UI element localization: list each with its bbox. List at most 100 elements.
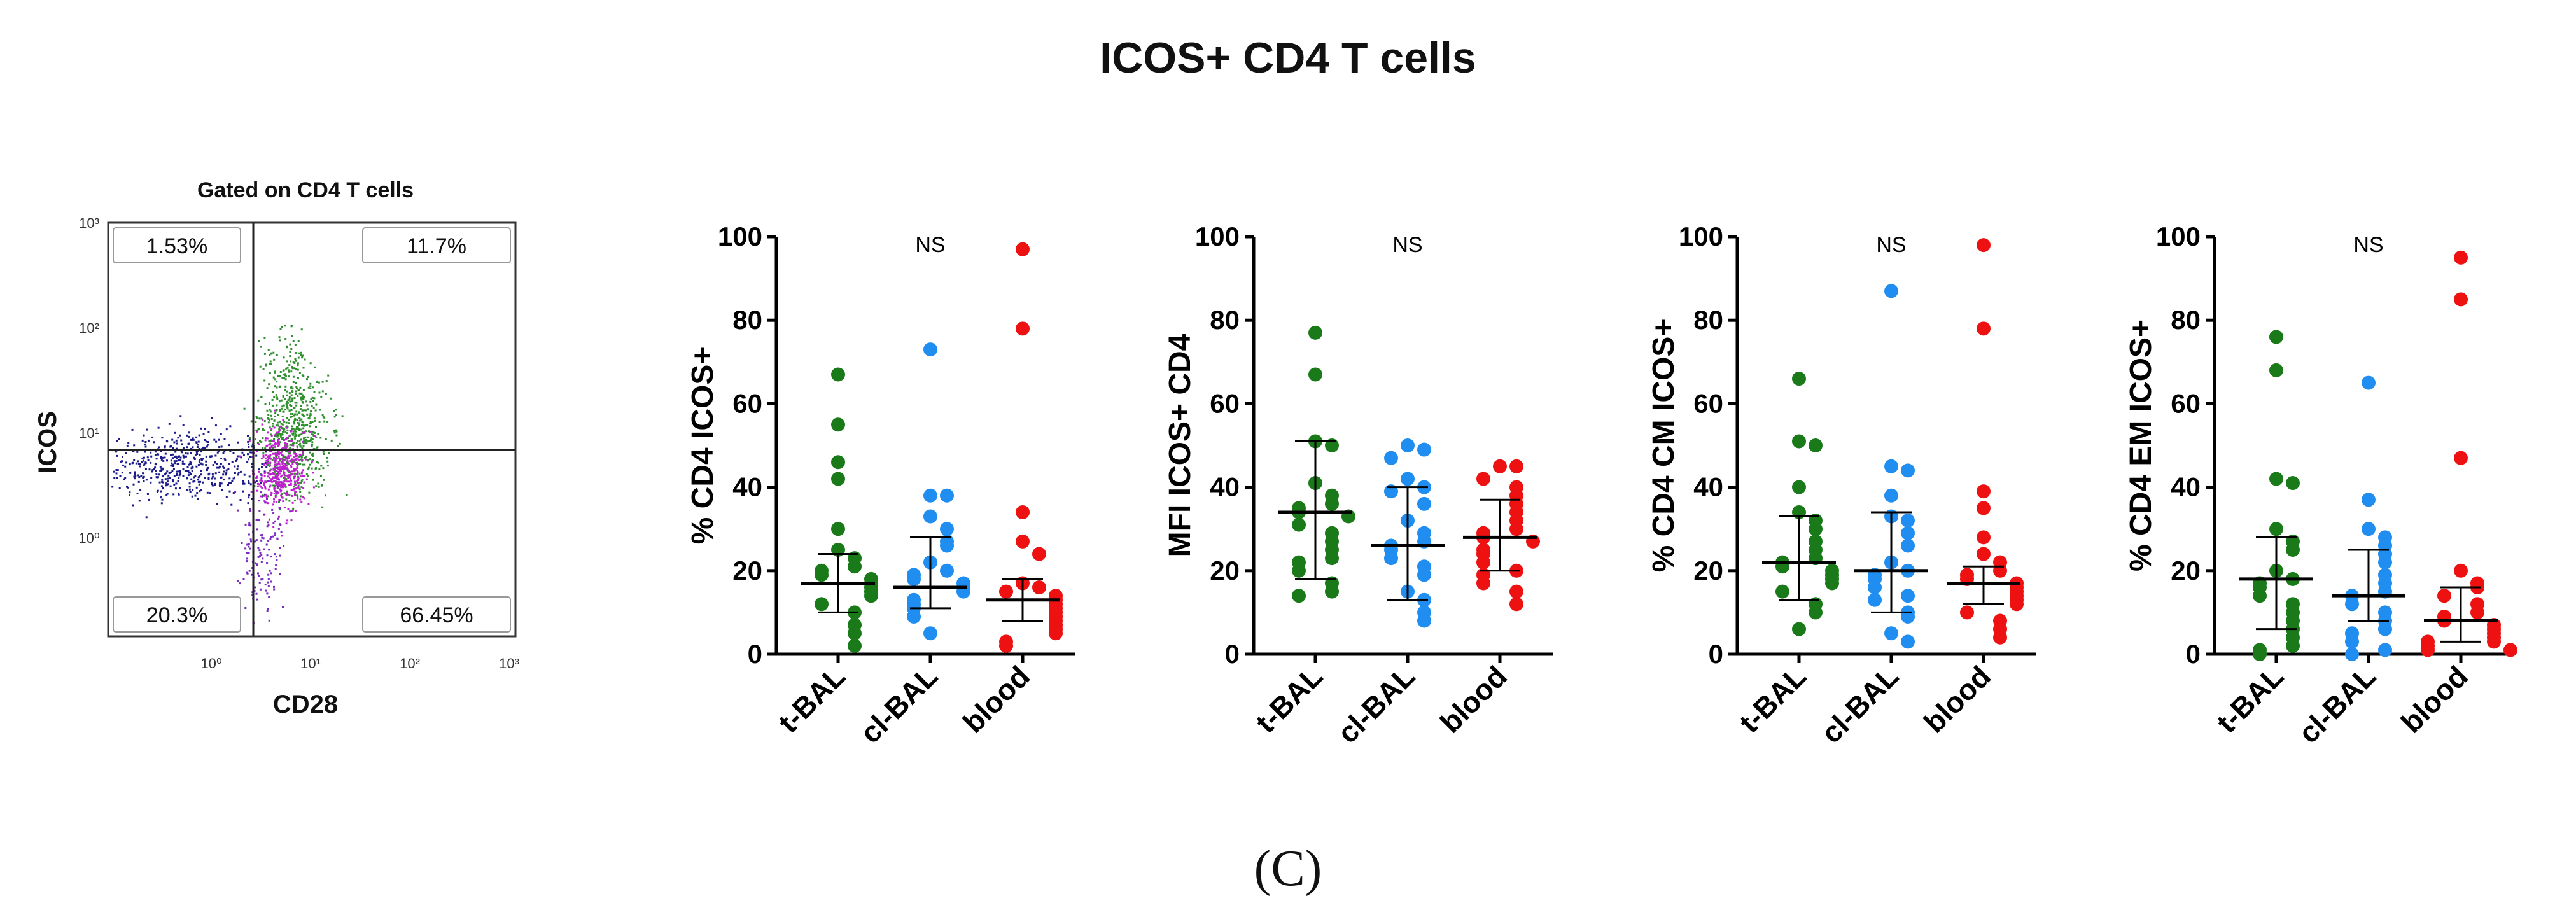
flow-event-dot: [286, 467, 288, 470]
flow-event-dot: [280, 399, 283, 402]
flow-event-dot: [287, 369, 290, 372]
flow-event-dot: [263, 429, 266, 431]
flow-event-dot: [270, 444, 273, 447]
flow-event-dot: [154, 451, 157, 453]
flow-event-dot: [265, 463, 268, 466]
flow-event-dot: [302, 394, 304, 396]
flow-event-dot: [171, 462, 173, 465]
flow-event-dot: [263, 463, 265, 465]
flow-event-dot: [225, 469, 228, 472]
flow-event-dot: [279, 490, 282, 493]
flow-event-dot: [197, 464, 200, 466]
flow-event-dot: [260, 477, 263, 480]
flow-event-dot: [295, 491, 297, 493]
data-point-t-BAL: [2253, 589, 2267, 603]
flow-event-dot: [269, 433, 272, 436]
flow-event-dot: [316, 381, 318, 383]
flow-event-dot: [151, 470, 153, 473]
flow-event-dot: [296, 480, 298, 482]
flow-event-dot: [270, 429, 272, 431]
flow-event-dot: [205, 460, 207, 463]
flow-event-dot: [194, 494, 197, 497]
flow-event-dot: [302, 414, 304, 416]
flow-event-dot: [293, 475, 295, 478]
flow-event-dot: [262, 495, 264, 498]
flow-event-dot: [259, 365, 262, 368]
flow-event-dot: [181, 460, 184, 463]
flow-event-dot: [256, 489, 258, 492]
flow-event-dot: [279, 433, 281, 435]
flow-event-dot: [296, 419, 298, 421]
flow-event-dot: [296, 466, 298, 469]
flow-event-dot: [243, 407, 246, 410]
flow-event-dot: [292, 433, 295, 436]
flow-event-dot: [291, 425, 293, 428]
flow-event-dot: [286, 519, 288, 522]
flow-event-dot: [273, 438, 276, 440]
flow-event-dot: [276, 452, 278, 455]
flow-event-dot: [155, 473, 158, 475]
flow-event-dot: [157, 476, 159, 479]
flow-event-dot: [221, 489, 223, 491]
flow-event-dot: [182, 454, 185, 457]
flow-event-dot: [286, 360, 288, 363]
data-point-cl-BAL: [1901, 634, 1915, 649]
flow-event-dot: [139, 465, 141, 468]
flow-event-dot: [288, 480, 290, 483]
flow-event-dot: [172, 463, 174, 466]
x-tick-label: cl-BAL: [853, 659, 944, 750]
flow-event-dot: [219, 485, 221, 487]
flow-event-dot: [260, 495, 262, 498]
flow-event-dot: [290, 416, 292, 419]
flow-event-dot: [279, 328, 282, 330]
flow-event-dot: [177, 463, 179, 465]
flow-event-dot: [207, 477, 210, 479]
flow-event-dot: [284, 374, 286, 377]
flow-event-dot: [270, 536, 272, 538]
data-point-cl-BAL: [923, 509, 937, 524]
flow-event-dot: [144, 451, 146, 453]
flow-event-dot: [274, 475, 277, 477]
flow-event-dot: [200, 427, 202, 430]
flow-event-dot: [248, 494, 251, 496]
flow-event-dot: [262, 456, 265, 458]
flow-event-dot: [220, 477, 222, 479]
data-point-blood: [2010, 597, 2024, 612]
flow-event-dot: [271, 459, 274, 461]
flow-event-dot: [248, 475, 251, 478]
data-point-cl-BAL: [2345, 597, 2359, 612]
flow-event-dot: [120, 460, 122, 463]
flow-event-dot: [300, 486, 303, 489]
flow-event-dot: [274, 520, 276, 522]
flow-event-dot: [276, 386, 278, 389]
flow-event-dot: [300, 472, 303, 475]
flow-event-dot: [299, 475, 302, 478]
flow-event-dot: [292, 361, 295, 363]
data-point-blood: [1977, 484, 1991, 499]
flow-event-dot: [266, 592, 269, 595]
flow-event-dot: [284, 484, 286, 486]
flow-event-dot: [269, 454, 272, 456]
flow-event-dot: [284, 485, 286, 487]
data-point-t-BAL: [831, 472, 845, 486]
flow-event-dot: [285, 498, 288, 501]
flow-event-dot: [288, 500, 291, 502]
flow-event-dot: [288, 455, 290, 458]
flow-event-dot: [280, 423, 283, 425]
flow-event-dot: [278, 400, 281, 403]
flow-event-dot: [250, 540, 252, 543]
flow-event-dot: [297, 471, 299, 473]
flow-event-dot: [302, 445, 305, 447]
flow-event-dot: [188, 435, 190, 438]
flow-event-dot: [286, 400, 288, 403]
flow-ytick: 10³: [79, 215, 99, 231]
quadrant-box-ll: [113, 596, 241, 633]
data-point-cl-BAL: [1884, 488, 1898, 503]
flow-event-dot: [314, 468, 317, 470]
flow-event-dot: [271, 398, 274, 401]
flow-event-dot: [290, 405, 293, 407]
flow-event-dot: [279, 472, 281, 475]
flow-event-dot: [178, 477, 180, 479]
flow-event-dot: [204, 428, 206, 430]
y-tick-label: 60: [732, 388, 762, 418]
